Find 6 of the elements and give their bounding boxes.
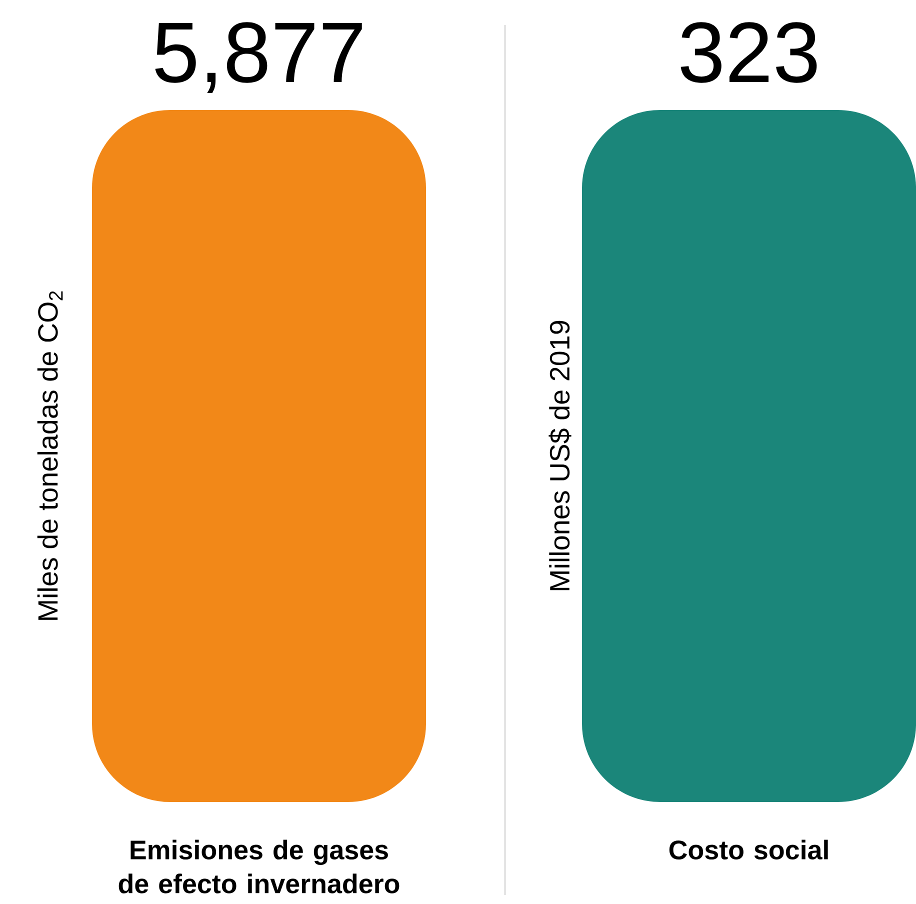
data-label: 323 [680,22,817,83]
text: Miles de toneladas de CO$_{2}$ [37,291,63,620]
data-label: 5,877 [155,22,362,93]
text: Millones US$ de 2019 [548,320,572,590]
category-label: Emisiones de gases de efecto invernadero [118,840,400,894]
category-label: Costo social [669,840,828,860]
